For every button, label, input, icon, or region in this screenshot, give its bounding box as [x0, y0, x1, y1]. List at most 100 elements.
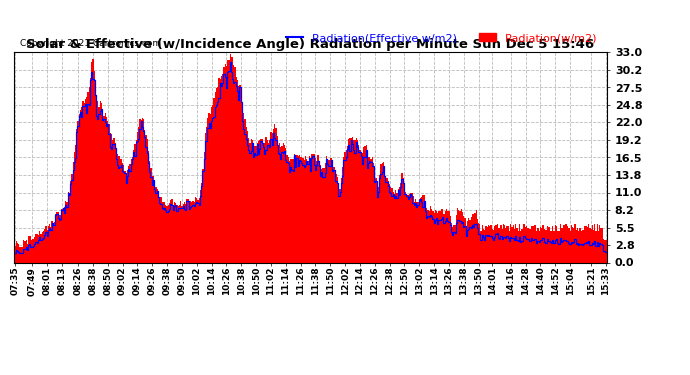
Bar: [394, 194, 395, 262]
Bar: [268, 143, 269, 262]
Bar: [18, 244, 19, 262]
Bar: [547, 225, 549, 262]
Bar: [193, 201, 194, 262]
Bar: [502, 229, 503, 262]
Bar: [130, 159, 132, 262]
Bar: [115, 143, 116, 262]
Bar: [171, 199, 172, 262]
Bar: [316, 161, 317, 262]
Text: Copyright 2021 Cartronics.com: Copyright 2021 Cartronics.com: [20, 39, 161, 48]
Bar: [43, 231, 44, 262]
Bar: [361, 152, 362, 262]
Bar: [116, 148, 117, 262]
Bar: [112, 140, 113, 262]
Bar: [58, 212, 59, 262]
Bar: [380, 164, 382, 262]
Bar: [283, 143, 284, 262]
Bar: [216, 88, 217, 262]
Bar: [185, 204, 186, 262]
Bar: [499, 228, 500, 262]
Bar: [190, 201, 191, 262]
Bar: [391, 188, 393, 262]
Bar: [505, 228, 506, 262]
Bar: [560, 224, 561, 262]
Bar: [603, 239, 604, 262]
Bar: [446, 209, 447, 262]
Bar: [278, 146, 279, 262]
Bar: [38, 235, 39, 262]
Bar: [165, 206, 166, 262]
Bar: [349, 138, 351, 262]
Bar: [252, 140, 253, 262]
Bar: [580, 231, 582, 262]
Bar: [330, 158, 331, 262]
Bar: [154, 181, 155, 262]
Bar: [495, 225, 497, 262]
Bar: [461, 209, 462, 262]
Bar: [363, 147, 364, 262]
Bar: [69, 193, 70, 262]
Bar: [210, 114, 211, 262]
Bar: [16, 241, 17, 262]
Bar: [291, 159, 293, 262]
Bar: [122, 164, 124, 262]
Bar: [29, 236, 30, 262]
Bar: [483, 229, 484, 262]
Bar: [389, 184, 391, 262]
Bar: [54, 222, 55, 262]
Bar: [472, 214, 473, 262]
Bar: [163, 202, 164, 262]
Bar: [128, 166, 130, 262]
Bar: [139, 119, 141, 262]
Bar: [135, 140, 137, 262]
Bar: [598, 231, 599, 262]
Bar: [352, 137, 353, 262]
Bar: [504, 225, 505, 262]
Bar: [460, 211, 461, 262]
Bar: [259, 140, 260, 262]
Bar: [224, 64, 226, 262]
Bar: [556, 226, 557, 262]
Bar: [72, 162, 74, 262]
Bar: [431, 209, 432, 262]
Bar: [30, 240, 32, 262]
Bar: [311, 154, 313, 262]
Bar: [455, 225, 456, 262]
Bar: [100, 100, 101, 262]
Bar: [315, 159, 316, 262]
Bar: [60, 215, 61, 262]
Bar: [400, 183, 402, 262]
Bar: [480, 231, 482, 262]
Bar: [452, 227, 453, 262]
Bar: [503, 224, 504, 262]
Bar: [255, 146, 257, 262]
Bar: [416, 202, 417, 262]
Bar: [189, 203, 190, 262]
Bar: [191, 202, 193, 262]
Bar: [541, 228, 542, 262]
Bar: [471, 217, 472, 262]
Bar: [14, 246, 16, 262]
Bar: [549, 226, 550, 262]
Bar: [288, 157, 289, 262]
Bar: [219, 78, 221, 262]
Bar: [204, 152, 205, 262]
Bar: [557, 231, 558, 262]
Bar: [239, 85, 241, 262]
Bar: [148, 151, 149, 262]
Bar: [44, 230, 46, 262]
Bar: [211, 106, 213, 262]
Bar: [88, 87, 90, 262]
Bar: [179, 205, 180, 262]
Bar: [525, 227, 526, 262]
Bar: [519, 224, 520, 262]
Bar: [386, 178, 388, 262]
Bar: [52, 223, 54, 262]
Bar: [248, 138, 249, 262]
Bar: [196, 198, 197, 262]
Bar: [249, 143, 250, 262]
Bar: [177, 206, 179, 262]
Bar: [170, 200, 171, 262]
Bar: [488, 225, 489, 262]
Bar: [600, 228, 602, 262]
